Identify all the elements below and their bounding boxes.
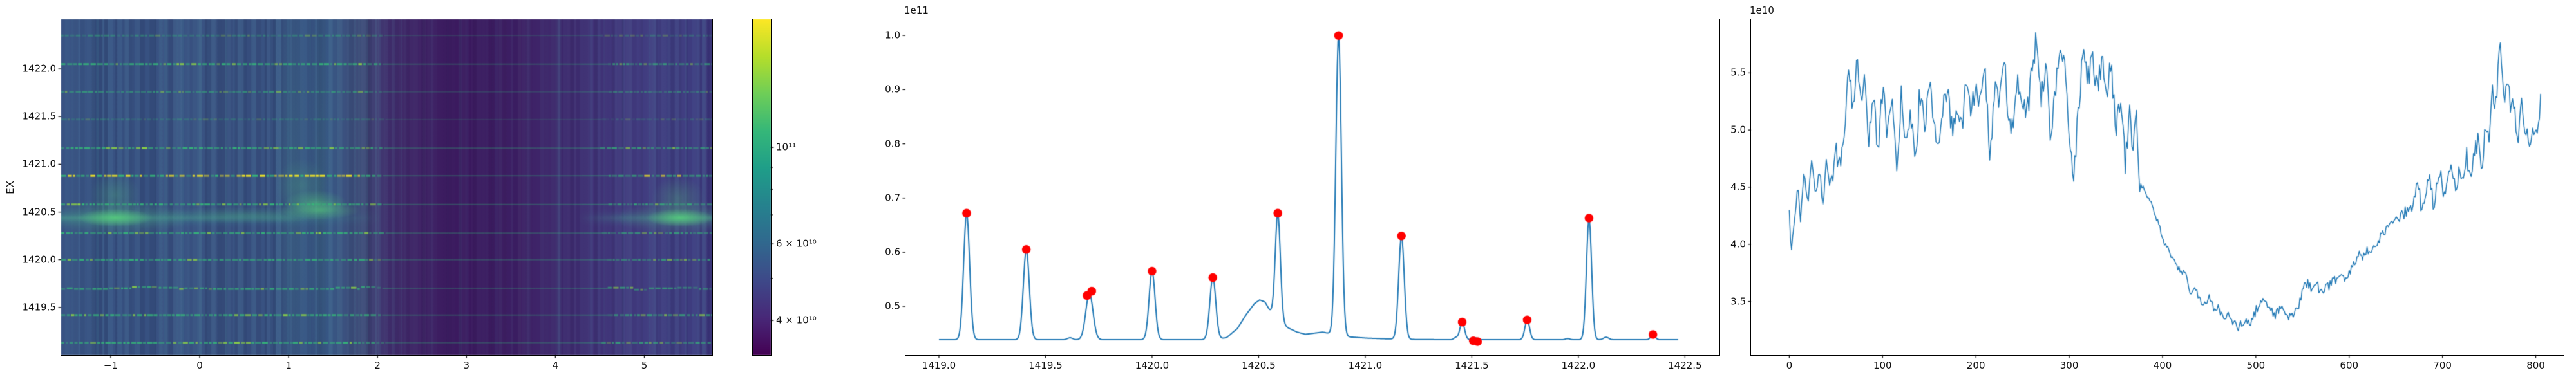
spectrum-offset-label: 1e11	[904, 5, 929, 16]
timeseries-xtick-label: 100	[1873, 360, 1892, 371]
heatmap-ytick-label: 1419.5	[22, 301, 57, 313]
timeseries-xtick-label: 0	[1786, 360, 1793, 371]
heatmap-ytick-label: 1421.5	[22, 110, 57, 122]
heatmap-ytick-label: 1422.0	[22, 62, 57, 75]
timeseries-ytick-label: 4.5	[1730, 181, 1746, 193]
timeseries-xtick-label: 300	[2060, 360, 2079, 371]
heatmap-ytick-label: 1421.0	[22, 158, 57, 170]
spectrum-ytick-label: 0.6	[885, 246, 900, 258]
spectrum-ytick-label: 0.9	[885, 83, 900, 95]
timeseries-xtick-label: 700	[2433, 360, 2452, 371]
spectrum-xtick-label: 1420.0	[1135, 360, 1170, 371]
heatmap-xtick-label: −1	[103, 360, 118, 371]
spectrum-ytick-label: 1.0	[885, 29, 900, 41]
heatmap-xtick-label: 1	[285, 360, 292, 371]
spectrum-ytick-label: 0.8	[885, 138, 900, 150]
spectrum-xtick-label: 1420.5	[1242, 360, 1276, 371]
timeseries-xtick-label: 500	[2246, 360, 2266, 371]
spectrum-ytick-label: 0.7	[885, 192, 900, 204]
colorbar-tick-label: 6 × 10¹⁰	[776, 237, 817, 250]
heatmap-ylabel: EX	[5, 180, 16, 194]
heatmap-ytick-label: 1420.0	[22, 253, 57, 266]
timeseries-xtick-label: 600	[2340, 360, 2359, 371]
spectrum-ytick-label: 0.5	[885, 300, 900, 312]
timeseries-ytick-label: 5.5	[1730, 66, 1746, 78]
heatmap-xtick-label: 5	[641, 360, 648, 371]
timeseries-xtick-label: 400	[2153, 360, 2172, 371]
spectrum-xtick-label: 1422.0	[1561, 360, 1596, 371]
heatmap-xtick-label: 4	[552, 360, 559, 371]
spectrum-xtick-label: 1419.5	[1028, 360, 1063, 371]
colorbar-tick-label: 4 × 10¹⁰	[776, 314, 817, 326]
timeseries-ytick-label: 5.0	[1730, 124, 1746, 136]
heatmap-xtick-label: 3	[463, 360, 470, 371]
colorbar-tick-label: 10¹¹	[776, 141, 797, 153]
timeseries-ytick-label: 3.5	[1730, 295, 1746, 308]
heatmap-ytick-label: 1420.5	[22, 206, 57, 218]
spectrum-xtick-label: 1422.5	[1668, 360, 1702, 371]
spectrum-xtick-label: 1421.0	[1348, 360, 1383, 371]
timeseries-xtick-label: 200	[1966, 360, 1985, 371]
timeseries-offset-label: 1e10	[1750, 5, 1774, 16]
heatmap-xtick-label: 0	[196, 360, 203, 371]
timeseries-xtick-label: 800	[2526, 360, 2545, 371]
heatmap-xtick-label: 2	[374, 360, 381, 371]
spectrum-xtick-label: 1419.0	[922, 360, 956, 371]
spectrum-xtick-label: 1421.5	[1455, 360, 1489, 371]
timeseries-ytick-label: 4.0	[1730, 238, 1746, 250]
